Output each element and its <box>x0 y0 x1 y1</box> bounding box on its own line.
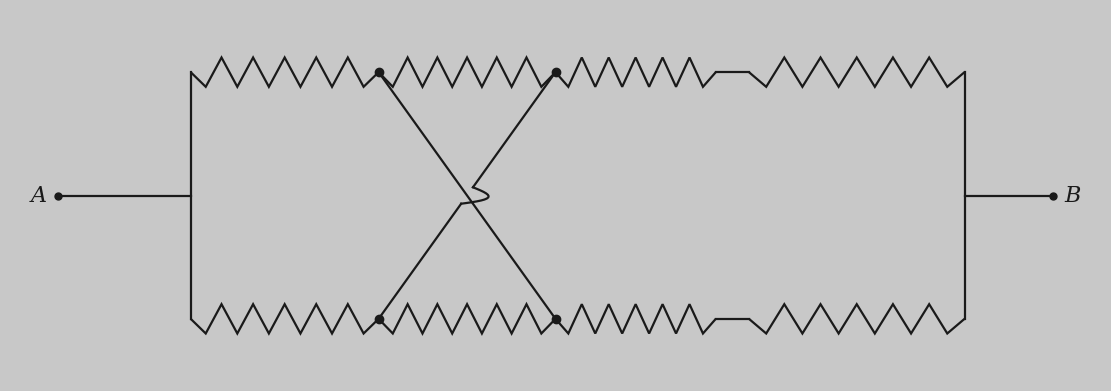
Text: A: A <box>31 185 47 206</box>
Text: B: B <box>1064 185 1080 206</box>
